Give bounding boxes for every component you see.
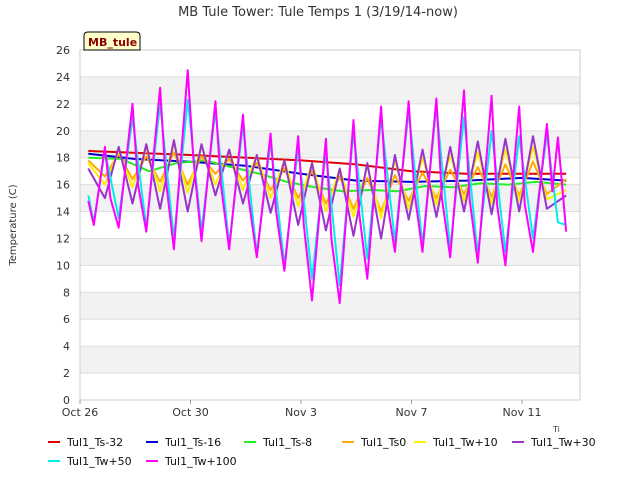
legend-item-tul1-ts-32: Tul1_Ts-32 bbox=[48, 436, 123, 449]
x-tick-label: Oct 30 bbox=[172, 406, 209, 419]
x-axis-ticks: Oct 26 Oct 30 Nov 3 Nov 7 Nov 11 bbox=[62, 400, 542, 419]
y-tick-label: 10 bbox=[56, 259, 70, 272]
x-tick-label: Nov 7 bbox=[396, 406, 428, 419]
legend-label: Tul1_Tw+100 bbox=[164, 455, 237, 468]
legend-label: Tul1_Tw+50 bbox=[66, 455, 132, 468]
legend-label: Tul1_Ts-16 bbox=[164, 436, 221, 449]
plot-band bbox=[80, 76, 580, 104]
legend-item-tul1-ts0: Tul1_Ts0 bbox=[342, 436, 406, 449]
legend-item-tul1-tw-30: Tul1_Tw+30 bbox=[512, 436, 596, 449]
y-tick-label: 16 bbox=[56, 179, 70, 192]
plot-band bbox=[80, 373, 580, 400]
chart-title: MB Tule Tower: Tule Temps 1 (3/19/14-now… bbox=[178, 5, 458, 20]
y-tick-label: 4 bbox=[63, 340, 70, 353]
plot-band bbox=[80, 346, 580, 374]
y-axis-title: Temperature (C) bbox=[8, 184, 19, 266]
y-tick-label: 2 bbox=[63, 367, 70, 380]
y-tick-label: 12 bbox=[56, 232, 70, 245]
series-line-tul1-tw-30 bbox=[87, 135, 567, 240]
corner-mark: Ti bbox=[552, 425, 560, 434]
x-tick-label: Nov 11 bbox=[503, 406, 542, 419]
legend-label: Tul1_Ts-8 bbox=[262, 436, 312, 449]
y-tick-label: 14 bbox=[56, 206, 70, 219]
legend-item-tul1-ts-8: Tul1_Ts-8 bbox=[244, 436, 312, 449]
y-tick-label: 20 bbox=[56, 125, 70, 138]
legend: Tul1_Ts-32 Tul1_Ts-16 Tul1_Ts-8 Tul1_Ts0 Tul… bbox=[48, 436, 596, 468]
y-tick-label: 18 bbox=[56, 152, 70, 165]
plot-band bbox=[80, 292, 580, 320]
x-tick-label: Oct 26 bbox=[62, 406, 99, 419]
legend-item-tul1-ts-16: Tul1_Ts-16 bbox=[146, 436, 221, 449]
y-tick-label: 8 bbox=[63, 286, 70, 299]
legend-item-tul1-tw-50: Tul1_Tw+50 bbox=[48, 455, 132, 468]
station-badge-label: MB_tule bbox=[88, 36, 137, 49]
y-tick-label: 6 bbox=[63, 313, 70, 326]
legend-label: Tul1_Ts0 bbox=[360, 436, 406, 449]
x-tick-label: Nov 3 bbox=[285, 406, 317, 419]
legend-label: Tul1_Ts-32 bbox=[66, 436, 123, 449]
plot-band bbox=[80, 50, 580, 77]
plot-frame bbox=[79, 49, 581, 401]
y-tick-label: 26 bbox=[56, 44, 70, 57]
y-tick-label: 0 bbox=[63, 394, 70, 407]
series-line-tul1-tw-100 bbox=[87, 69, 568, 305]
series-layer bbox=[87, 69, 568, 305]
plot-band bbox=[80, 238, 580, 266]
plot-band bbox=[80, 319, 580, 347]
plot-band bbox=[80, 265, 580, 293]
plot-band bbox=[80, 103, 580, 131]
station-badge: MB_tule bbox=[83, 31, 141, 51]
y-tick-label: 24 bbox=[56, 71, 70, 84]
legend-item-tul1-tw-100: Tul1_Tw+100 bbox=[146, 455, 237, 468]
legend-label: Tul1_Tw+10 bbox=[432, 436, 498, 449]
legend-label: Tul1_Tw+30 bbox=[530, 436, 596, 449]
legend-item-tul1-tw-10: Tul1_Tw+10 bbox=[414, 436, 498, 449]
y-tick-label: 22 bbox=[56, 98, 70, 111]
